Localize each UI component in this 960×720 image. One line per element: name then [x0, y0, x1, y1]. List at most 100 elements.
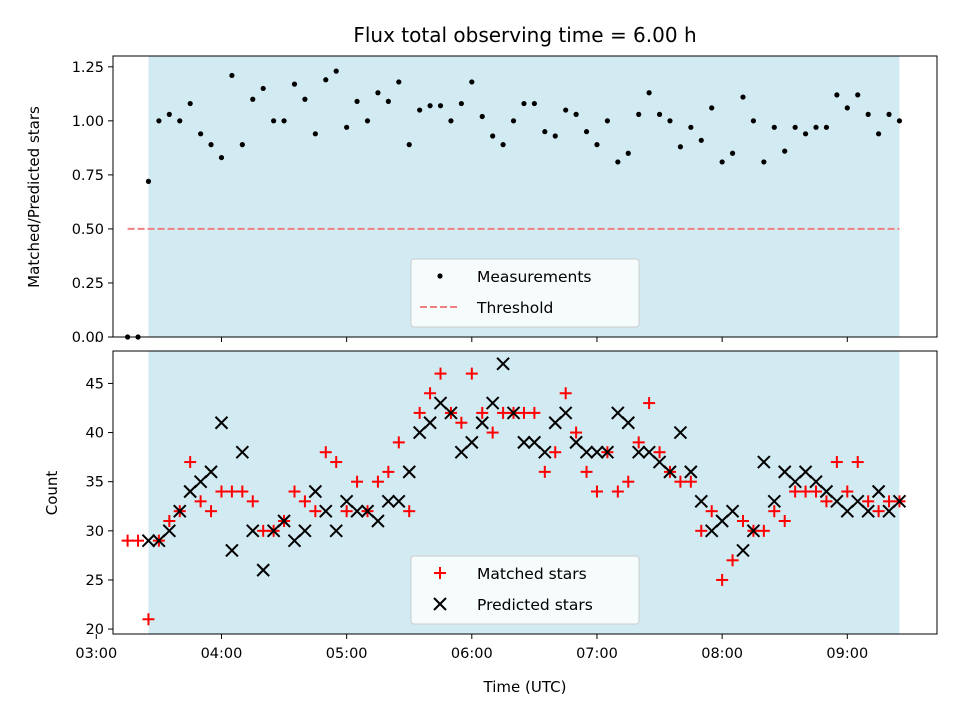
measurement-point — [312, 131, 318, 137]
measurement-point — [333, 68, 339, 74]
predicted-star-point — [319, 504, 333, 518]
predicted-star-point — [882, 504, 896, 518]
matched-star-point — [622, 475, 635, 488]
bottom-x-tick-label: 05:00 — [326, 646, 368, 662]
predicted-star-point — [590, 445, 604, 459]
matched-star-point — [330, 456, 343, 469]
bottom-y-tick-label: 45 — [86, 376, 104, 392]
measurement-point — [677, 144, 684, 150]
predicted-star-point — [840, 504, 855, 518]
bottom-y-axis-label: Count — [43, 471, 61, 516]
legend-label-matched: Matched stars — [477, 565, 587, 583]
predicted-star-point — [246, 524, 260, 538]
matched-star-point — [757, 524, 770, 537]
measurement-point — [490, 133, 496, 139]
matched-star-point — [371, 475, 384, 488]
measurement-point — [896, 118, 903, 124]
top-y-axis-label: Matched/Predicted stars — [25, 106, 43, 288]
predicted-star-point — [235, 445, 250, 459]
top-y-tick-label: 0.75 — [72, 168, 104, 184]
matched-star-point — [716, 573, 729, 586]
matched-star-point — [340, 505, 353, 518]
predicted-star-point — [392, 494, 406, 509]
predicted-star-point — [673, 425, 688, 440]
bottom-x-tick-label: 06:00 — [451, 646, 493, 662]
bottom-y-tick-label: 25 — [86, 573, 104, 589]
measurement-point — [479, 113, 485, 120]
matched-star-point — [528, 406, 541, 419]
matched-star-point — [476, 406, 489, 419]
predicted-star-point — [152, 533, 166, 548]
measurement-point — [198, 131, 204, 137]
measurement-point — [625, 150, 631, 156]
matched-star-point — [257, 524, 270, 537]
top-y-tick-label: 0.50 — [72, 222, 104, 238]
measurement-point — [364, 118, 371, 124]
measurement-point — [792, 124, 798, 130]
matched-star-point — [403, 505, 416, 518]
bottom-legend-box — [410, 555, 640, 625]
matched-star-point — [319, 446, 332, 459]
measurement-point — [646, 90, 652, 96]
measurement-point — [583, 129, 590, 135]
measurement-point — [145, 178, 152, 184]
measurement-point — [844, 105, 850, 111]
measurement-point — [448, 118, 454, 124]
matched-star-point — [705, 505, 718, 518]
predicted-star-point — [256, 563, 270, 577]
predicted-star-point — [506, 406, 521, 420]
measurement-point — [552, 133, 558, 139]
matched-star-point — [497, 406, 510, 419]
measurement-point — [469, 79, 475, 85]
predicted-star-point — [830, 494, 844, 509]
measurement-point — [396, 79, 402, 85]
measurement-point — [698, 137, 704, 143]
measurement-point — [166, 111, 172, 117]
matched-star-point — [184, 456, 197, 469]
predicted-star-point — [778, 465, 792, 479]
top-legend: Measurements Threshold — [410, 258, 640, 328]
measurement-point — [208, 142, 214, 148]
predicted-star-point — [704, 524, 719, 538]
matched-star-point — [580, 465, 593, 478]
predicted-star-point — [308, 484, 323, 499]
predicted-star-point — [611, 406, 625, 420]
measurement-point — [521, 100, 527, 107]
matched-star-point — [789, 485, 802, 498]
matched-star-point — [225, 485, 238, 498]
bottom-x-tick-label: 09:00 — [826, 646, 868, 662]
matched-star-point — [236, 485, 249, 498]
measurement-point — [218, 154, 225, 161]
measurement-point — [604, 118, 611, 124]
predicted-star-point — [381, 494, 396, 509]
predicted-star-point — [892, 494, 907, 509]
matched-star-point — [434, 367, 447, 380]
bottom-axes-frame — [112, 350, 938, 635]
matched-star-point — [288, 485, 301, 498]
predicted-star-point — [433, 396, 448, 410]
predicted-star-point — [173, 504, 187, 518]
measurement-point — [542, 129, 548, 135]
measurement-point — [729, 150, 736, 156]
predicted-star-point — [600, 445, 615, 459]
matched-star-point — [643, 397, 656, 410]
top-x-ticks — [95, 337, 848, 342]
measurement-point — [385, 98, 391, 104]
matched-star-point — [215, 485, 228, 498]
predicted-star-point — [402, 465, 416, 479]
measurement-point — [813, 124, 819, 130]
predicted-star-point — [819, 484, 834, 499]
measurement-point — [761, 159, 767, 165]
legend-marker-measurements — [437, 273, 443, 279]
predicted-star-point — [757, 455, 771, 469]
measurement-point — [417, 107, 423, 113]
measurement-point — [344, 124, 350, 130]
measurement-point — [656, 111, 663, 117]
matched-star-point — [590, 485, 603, 498]
measurement-point — [239, 142, 245, 148]
measurement-point — [437, 103, 444, 109]
predicted-star-point — [183, 484, 197, 499]
legend-marker-predicted — [433, 597, 447, 611]
bottom-y-tick-label: 35 — [86, 475, 104, 491]
measurement-point — [688, 124, 694, 130]
